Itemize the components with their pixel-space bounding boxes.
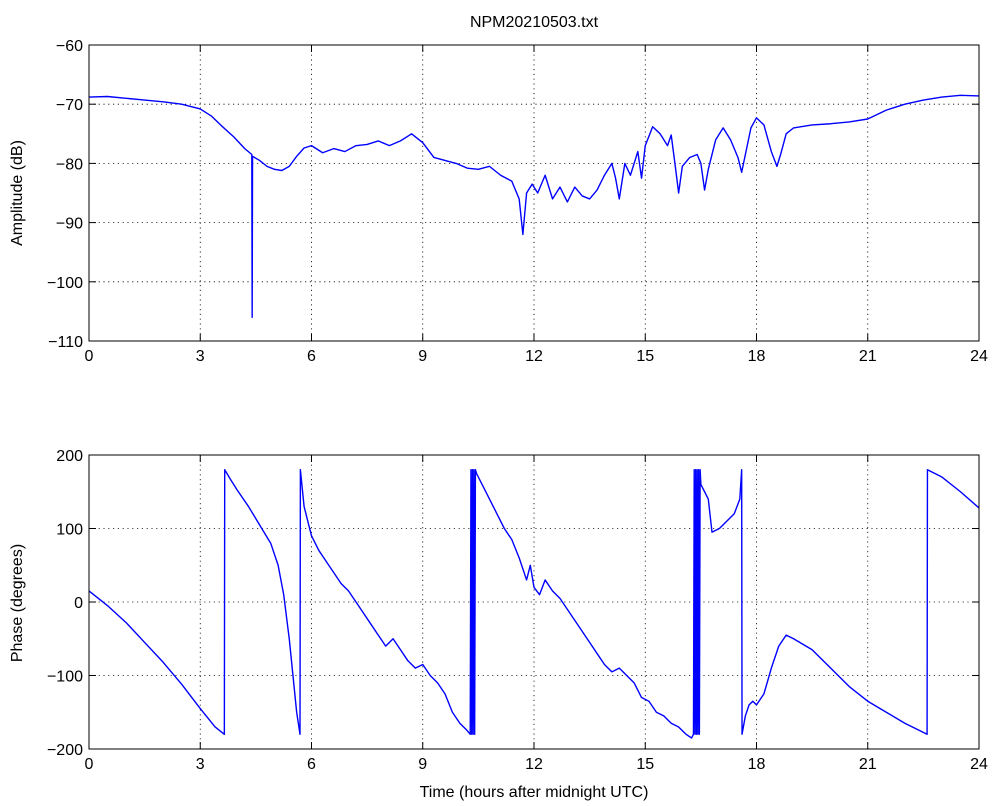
y-tick-label: −60 bbox=[56, 38, 83, 55]
x-tick-label: 0 bbox=[85, 756, 94, 773]
x-tick-label: 24 bbox=[970, 348, 988, 365]
x-tick-label: 0 bbox=[85, 348, 94, 365]
x-tick-label: 15 bbox=[636, 348, 654, 365]
x-tick-label: 12 bbox=[525, 348, 543, 365]
y-tick-label: −100 bbox=[47, 275, 83, 292]
amplitude-series-line bbox=[88, 94, 980, 319]
phase-series-line bbox=[88, 469, 980, 739]
chart-title: NPM20210503.txt bbox=[470, 14, 599, 31]
x-tick-label: 6 bbox=[307, 348, 316, 365]
x-tick-label: 21 bbox=[859, 348, 877, 365]
y-tick-label: −200 bbox=[47, 742, 83, 759]
amplitude-y-label: Amplitude (dB) bbox=[9, 140, 26, 246]
x-tick-label: 9 bbox=[418, 756, 427, 773]
x-tick-label: 18 bbox=[748, 348, 766, 365]
y-tick-label: −80 bbox=[56, 156, 83, 173]
x-tick-label: 9 bbox=[418, 348, 427, 365]
time-x-label: Time (hours after midnight UTC) bbox=[420, 784, 649, 801]
x-tick-label: 3 bbox=[196, 756, 205, 773]
phase-y-label: Phase (degrees) bbox=[9, 544, 26, 662]
y-tick-label: −90 bbox=[56, 216, 83, 233]
x-tick-label: 18 bbox=[748, 756, 766, 773]
y-tick-label: −70 bbox=[56, 97, 83, 114]
x-tick-label: 24 bbox=[970, 756, 988, 773]
amplitude-plot: 0 3 6 9 12 15 18 21 24 −110 −100 −90 −80 −70 −60 bbox=[47, 38, 988, 365]
phase-plot: 0 3 6 9 12 15 18 21 24 −200 −100 0 100 200 bbox=[47, 448, 988, 773]
x-tick-label: 15 bbox=[636, 756, 654, 773]
y-tick-label: 100 bbox=[56, 522, 83, 539]
x-tick-label: 6 bbox=[307, 756, 316, 773]
y-tick-label: −110 bbox=[48, 334, 83, 351]
x-tick-label: 21 bbox=[859, 756, 877, 773]
y-tick-label: 200 bbox=[56, 448, 83, 465]
x-tick-label: 3 bbox=[196, 348, 205, 365]
y-tick-label: −100 bbox=[47, 669, 83, 686]
x-tick-label: 12 bbox=[525, 756, 543, 773]
y-tick-label: 0 bbox=[74, 595, 83, 612]
